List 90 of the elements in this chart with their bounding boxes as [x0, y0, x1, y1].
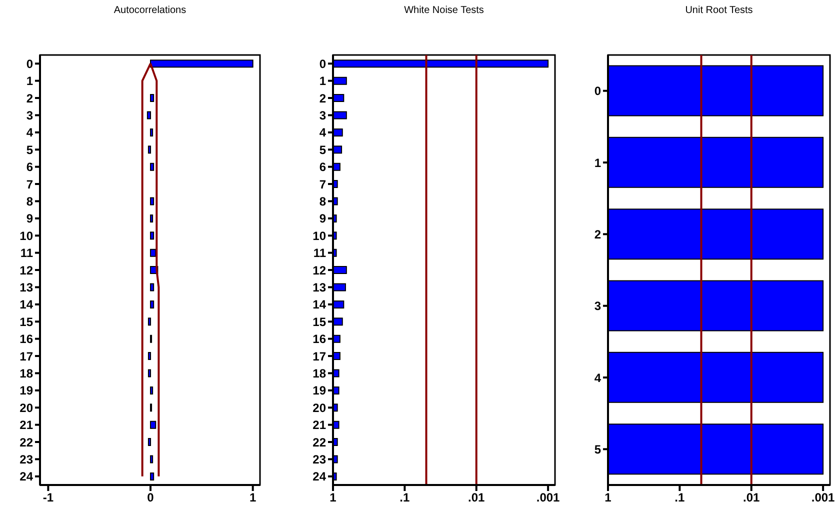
y-tick-label: 9 [319, 212, 326, 226]
y-tick-label: 15 [20, 314, 34, 329]
y-tick-label: 1 [319, 74, 326, 88]
y-tick-label: 16 [20, 332, 34, 346]
bar [148, 369, 152, 378]
y-tick-label: 5 [26, 142, 34, 157]
y-tick-label: 24 [20, 470, 34, 484]
bar [150, 472, 154, 480]
y-tick-label: 6 [319, 160, 326, 174]
bar [150, 128, 154, 136]
y-tick-label: 14 [312, 298, 326, 312]
bar [148, 146, 152, 154]
bar [150, 94, 154, 102]
y-tick-label: 19 [20, 384, 34, 398]
y-tick-label: 7 [26, 177, 34, 192]
bar [150, 232, 154, 240]
x-tick-label: .1 [674, 490, 686, 505]
y-tick-label: 3 [594, 299, 602, 314]
y-tick-label: 16 [312, 332, 326, 346]
x-tick-label: .01 [468, 490, 486, 505]
x-tick-label: .001 [811, 490, 836, 505]
y-tick-label: 4 [319, 126, 326, 140]
bar [150, 300, 154, 308]
y-tick-label: 1 [26, 74, 34, 88]
y-tick-label: 10 [20, 228, 34, 243]
bar [150, 386, 154, 394]
y-tick-label: 17 [312, 349, 326, 364]
y-tick-label: 12 [312, 263, 326, 278]
y-tick-label: 4 [26, 126, 34, 140]
y-tick-label: 23 [20, 452, 34, 466]
y-tick-label: 22 [20, 435, 34, 450]
y-tick-label: 17 [20, 349, 34, 364]
y-tick-label: 5 [594, 442, 602, 456]
y-tick-label: 15 [312, 314, 326, 329]
x-tick-label: .1 [400, 490, 410, 505]
y-tick-label: 8 [319, 194, 326, 208]
bar [150, 248, 156, 257]
chart-title: White Noise Tests [403, 5, 485, 16]
y-tick-label: 2 [319, 91, 326, 106]
bar [150, 162, 154, 171]
y-tick-label: 4 [594, 370, 602, 385]
y-tick-label: 1 [594, 156, 602, 170]
y-tick-label: 8 [26, 194, 34, 208]
y-tick-label: 24 [312, 470, 326, 484]
y-tick-label: 11 [313, 246, 326, 260]
y-tick-label: 14 [20, 298, 34, 312]
y-tick-label: 12 [20, 263, 34, 278]
y-tick-label: 7 [319, 177, 326, 192]
y-tick-label: 20 [20, 400, 34, 415]
y-tick-label: 20 [312, 400, 326, 415]
y-tick-label: 5 [319, 142, 326, 157]
y-tick-label: 21 [20, 418, 34, 432]
x-tick-label: -1 [42, 490, 54, 505]
bar [150, 60, 254, 68]
bar [150, 420, 156, 429]
x-tick-label: 1 [249, 490, 256, 505]
y-tick-label: 0 [319, 56, 326, 71]
x-tick-label: 1 [330, 490, 337, 505]
bar [146, 111, 152, 120]
y-tick-label: 3 [319, 108, 326, 122]
bar [148, 318, 152, 326]
x-tick-label: .01 [743, 490, 760, 505]
y-tick-label: 21 [312, 418, 326, 432]
y-tick-label: 18 [20, 366, 34, 380]
chart-title: Unit Root Tests [684, 5, 754, 16]
y-tick-label: 11 [20, 246, 34, 260]
bar [148, 438, 152, 446]
y-tick-label: 10 [312, 228, 326, 243]
y-tick-label: 2 [594, 227, 602, 242]
bar [150, 455, 154, 464]
y-tick-label: 13 [20, 280, 34, 294]
x-tick-label: .001 [536, 490, 560, 505]
bar [150, 214, 154, 222]
y-tick-label: 18 [312, 366, 326, 380]
y-tick-label: 3 [26, 108, 34, 122]
y-tick-label: 23 [312, 452, 326, 466]
y-tick-label: 9 [26, 212, 34, 226]
bar [148, 352, 152, 360]
bar [150, 197, 154, 206]
x-tick-label: 0 [147, 490, 154, 505]
y-tick-label: 2 [26, 91, 34, 106]
x-tick-label: 1 [604, 490, 612, 505]
y-tick-label: 19 [312, 384, 326, 398]
chart-title: Autocorrelations [112, 5, 188, 16]
y-tick-label: 13 [312, 280, 326, 294]
y-tick-label: 0 [594, 84, 602, 98]
y-tick-label: 0 [26, 56, 34, 71]
y-tick-label: 6 [26, 160, 34, 174]
bar [150, 283, 154, 292]
y-tick-label: 22 [312, 435, 326, 450]
